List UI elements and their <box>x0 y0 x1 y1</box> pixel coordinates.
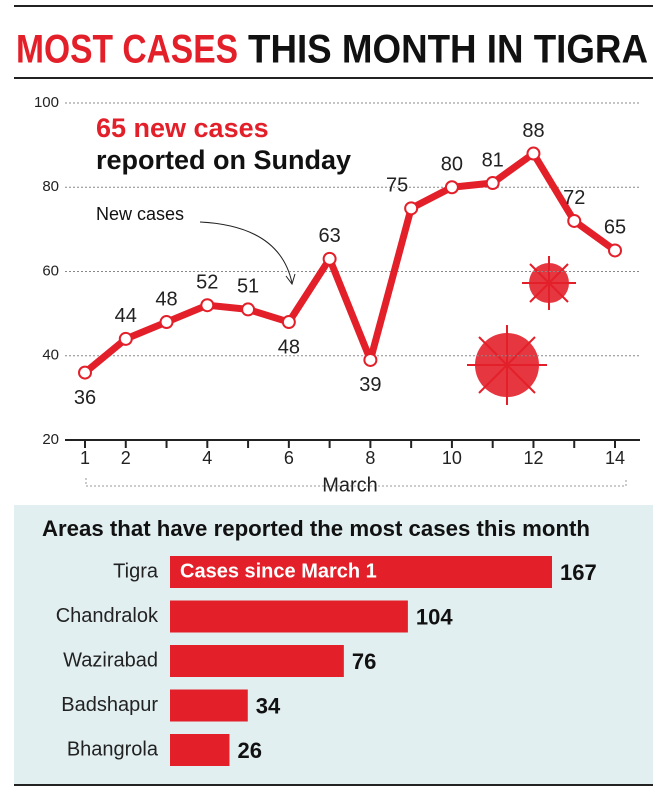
title-black: THIS MONTH IN TIGRA <box>248 28 648 72</box>
x-tick-label: 4 <box>202 448 212 468</box>
annotation-highlight: 65 new cases <box>96 113 269 143</box>
y-tick-label: 100 <box>34 94 59 111</box>
data-point <box>200 298 215 313</box>
data-point <box>78 365 92 380</box>
annotation-text: reported on Sunday <box>96 145 351 175</box>
bar <box>170 556 552 588</box>
bar-value: 34 <box>256 693 281 718</box>
month-bracket <box>85 478 627 487</box>
data-label: 36 <box>74 387 96 409</box>
bar-value: 26 <box>237 738 261 763</box>
data-label: 48 <box>278 336 300 358</box>
data-label: 75 <box>386 175 408 197</box>
bar-annotation: Cases since March 1 <box>180 560 377 582</box>
data-line <box>82 150 618 376</box>
x-tick-label: 1 <box>80 448 90 468</box>
data-point <box>322 251 337 266</box>
y-tick-label: 60 <box>42 262 59 279</box>
data-point <box>444 180 459 195</box>
data-point <box>118 331 133 346</box>
data-point <box>404 201 419 216</box>
bar <box>170 600 408 633</box>
bar-value: 104 <box>416 604 453 629</box>
annotation-arrow <box>199 221 293 284</box>
x-tick-label: 2 <box>121 448 131 468</box>
data-label: 51 <box>237 276 259 298</box>
y-tick-label: 20 <box>42 431 59 448</box>
data-point <box>526 146 541 161</box>
category-label: Wazirabad <box>63 649 158 671</box>
data-point <box>281 315 296 330</box>
data-point <box>159 315 174 330</box>
bar <box>170 734 230 766</box>
title-red: MOST CASES <box>16 28 238 72</box>
data-label: 65 <box>604 217 626 239</box>
x-tick-label: 10 <box>442 448 462 468</box>
data-point <box>241 302 256 317</box>
data-point <box>363 352 378 367</box>
data-label: 44 <box>115 305 137 327</box>
y-tick-label: 80 <box>42 178 59 195</box>
data-label: 72 <box>563 187 585 209</box>
category-label: Chandralok <box>56 605 159 627</box>
x-tick-label: 8 <box>365 448 375 468</box>
data-label: 63 <box>318 225 340 247</box>
data-label: 39 <box>359 374 381 396</box>
x-tick-label: 12 <box>523 448 543 468</box>
data-label: 80 <box>441 154 463 176</box>
bar-value: 76 <box>352 649 376 674</box>
category-label: Bhangrola <box>67 738 159 760</box>
x-tick-label: 14 <box>605 448 625 468</box>
data-point <box>567 213 582 228</box>
bar-chart-title: Areas that have reported the most cases … <box>42 516 590 541</box>
bar <box>170 645 344 677</box>
category-label: Badshapur <box>61 694 158 716</box>
category-label: Tigra <box>113 560 159 582</box>
arrow-head <box>285 273 296 286</box>
data-point <box>485 176 500 191</box>
x-axis-label: March <box>322 474 378 496</box>
bar <box>170 689 248 722</box>
virus-icons <box>467 256 576 405</box>
data-point <box>608 243 622 258</box>
data-label: 48 <box>155 288 177 310</box>
data-label: 88 <box>522 120 544 142</box>
annotation-label: New cases <box>96 204 184 224</box>
y-tick-label: 40 <box>42 347 59 364</box>
bar-value: 167 <box>560 560 597 585</box>
x-tick-label: 6 <box>284 448 294 468</box>
data-label: 81 <box>482 149 504 171</box>
data-label: 52 <box>196 271 218 293</box>
